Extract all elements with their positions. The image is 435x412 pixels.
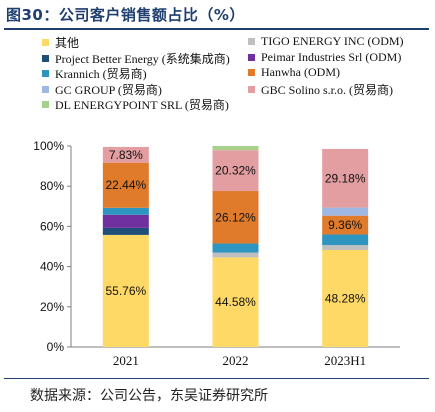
legend-swatch [42,101,49,108]
data-label: 22.44% [105,178,146,192]
legend-label: Hanwha (ODM) [261,65,340,79]
y-tick-label: 60% [40,219,64,233]
bar-segment [322,207,369,216]
legend-label: DL ENERGYPOINT SRL (贸易商) [55,98,229,112]
bar-segment [102,214,149,228]
legend-item: GC GROUP (贸易商) [42,81,162,98]
y-tick-label: 0% [47,340,65,354]
bar-segment [212,191,259,244]
legend-item: Krannich (贸易商) [42,65,147,82]
bar-segment [322,245,369,250]
data-label: 9.36% [328,218,362,232]
legend-label: TIGO ENERGY INC (ODM) [261,34,404,48]
legend-item: Hanwha (ODM) [248,65,340,80]
legend-item: DL ENERGYPOINT SRL (贸易商) [42,96,229,113]
legend-item: 其他 [42,34,79,51]
data-label: 7.83% [109,148,143,162]
bar-segment [322,234,369,246]
source-note: 数据来源：公司公告，东吴证券研究所 [30,388,268,404]
legend-label: 其他 [55,36,80,50]
bar-segment [102,146,149,163]
x-tick-label: 2021 [113,353,139,368]
bar-segment [212,252,259,258]
data-label: 20.32% [215,164,256,178]
figure-title: 图30：公司客户销售额占比（%） [6,6,245,24]
legend-swatch [248,38,255,45]
bar-segment [322,249,369,347]
y-tick-label: 40% [40,260,64,274]
y-tick-label: 80% [40,179,64,193]
data-label: 55.76% [105,284,146,298]
bar-segment [102,234,149,347]
bar-segment [102,227,149,235]
legend-label: Peimar Industries Srl (ODM) [261,49,402,64]
data-label: 44.58% [215,295,256,309]
y-tick-label: 100% [33,139,64,153]
legend-swatch [42,70,49,77]
legend-item: Peimar Industries Srl (ODM) [248,50,401,65]
data-label: 29.18% [325,171,366,185]
legend-label: GBC Solino s.r.o. (贸易商) [261,82,394,97]
legend-label: Krannich (贸易商) [55,67,147,81]
bar-segment [322,148,369,208]
bar-segment [102,162,149,208]
x-tick-label: 2023H1 [324,353,366,368]
bar-segment [212,257,259,347]
title-rule [4,28,429,30]
source-rule [4,378,429,379]
legend-swatch [248,69,255,76]
x-tick-label: 2022 [223,353,249,368]
legend-label: Project Better Energy (系统集成商) [55,51,230,66]
legend-swatch [42,54,49,62]
data-label: 26.12% [215,210,256,224]
legend-swatch [42,85,49,93]
legend-swatch [42,39,49,46]
legend-item: GBC Solino s.r.o. (贸易商) [248,81,393,98]
legend-label: GC GROUP (贸易商) [55,82,162,97]
bar-segment [102,207,149,215]
legend-item: Project Better Energy (系统集成商) [42,50,230,67]
bar-segment [212,150,259,192]
bar-segment [322,215,369,235]
bar-segment [212,243,259,253]
bar-segment [212,145,259,151]
legend-swatch [248,53,255,61]
data-label: 48.28% [325,291,366,305]
legend-item: TIGO ENERGY INC (ODM) [248,34,404,49]
y-tick-label: 20% [40,300,64,314]
legend-swatch [248,85,255,93]
